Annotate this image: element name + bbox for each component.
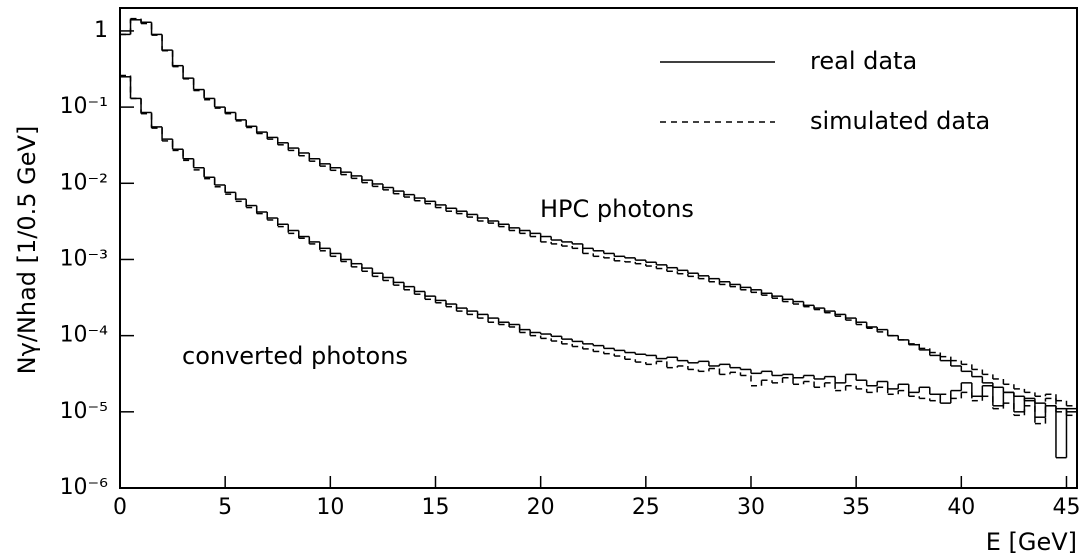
y-tick-label: 10⁻² [60,170,108,195]
step-connector [129,75,1068,424]
x-tick-label: 40 [947,495,975,520]
x-axis-label: E [GeV] [986,528,1077,556]
x-tick-label: 15 [421,495,449,520]
y-tick-label: 10⁻⁶ [60,475,109,500]
y-tick-label: 1 [94,18,108,43]
annotation: HPC photons [540,195,694,223]
x-tick-label: 30 [737,495,765,520]
legend-label: simulated data [810,107,990,135]
x-tick-label: 45 [1052,495,1080,520]
x-tick-label: 10 [316,495,344,520]
x-tick-label: 0 [113,495,127,520]
x-tick-label: 35 [842,495,870,520]
plot-frame [119,7,1078,489]
legend-label: real data [810,47,917,75]
y-tick-label: 10⁻⁵ [60,399,108,424]
x-tick-label: 5 [218,495,232,520]
x-tick-label: 25 [632,495,660,520]
y-tick-label: 10⁻⁴ [60,323,109,348]
y-tick-label: 10⁻¹ [60,94,108,119]
x-tick-label: 20 [527,495,555,520]
annotation: converted photons [182,342,408,370]
step-connector [129,18,1068,406]
y-axis-label: Nγ/Nhad [1/0.5 GeV] [13,126,41,375]
y-tick-label: 10⁻³ [60,246,108,271]
